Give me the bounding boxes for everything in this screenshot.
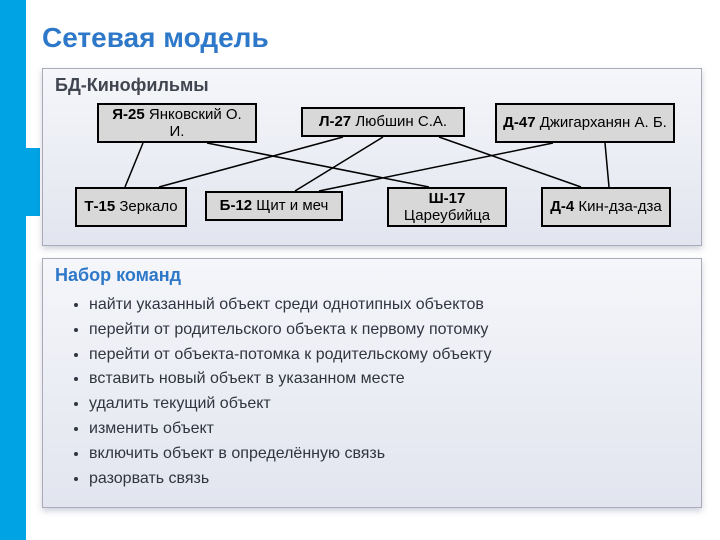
panel-network: БД-Кинофильмы Я-25 Янковский О. И. Л-27 Л… xyxy=(42,68,702,246)
node-ya25: Я-25 Янковский О. И. xyxy=(97,103,257,143)
command-item: разорвать связь xyxy=(89,467,491,492)
node-b12: Б-12 Щит и меч xyxy=(205,191,343,221)
panel-network-title: БД-Кинофильмы xyxy=(55,75,209,96)
command-item: перейти от объекта-потомка к родительско… xyxy=(89,343,491,368)
panel-commands-title: Набор команд xyxy=(55,265,181,286)
command-item: перейти от родительского объекта к перво… xyxy=(89,318,491,343)
panel-commands: Набор команд найти указанный объект сред… xyxy=(42,258,702,508)
command-item: удалить текущий объект xyxy=(89,392,491,417)
node-sh17: Ш-17 Цареубийца xyxy=(387,187,507,227)
node-l27: Л-27 Любшин С.А. xyxy=(301,107,465,137)
command-item: изменить объект xyxy=(89,417,491,442)
node-t15: Т-15 Зеркало xyxy=(75,187,187,227)
command-item: найти указанный объект среди однотипных … xyxy=(89,293,491,318)
commands-list: найти указанный объект среди однотипных … xyxy=(69,293,491,491)
command-item: вставить новый объект в указанном месте xyxy=(89,367,491,392)
node-d4: Д-4 Кин-дза-дза xyxy=(541,187,671,227)
command-item: включить объект в определённую связь xyxy=(89,442,491,467)
left-tab xyxy=(0,148,40,216)
left-stripe xyxy=(0,0,26,540)
page-title: Сетевая модель xyxy=(42,22,269,54)
commands-ul: найти указанный объект среди однотипных … xyxy=(69,293,491,491)
node-d47: Д-47 Джигарханян А. Б. xyxy=(495,103,675,143)
